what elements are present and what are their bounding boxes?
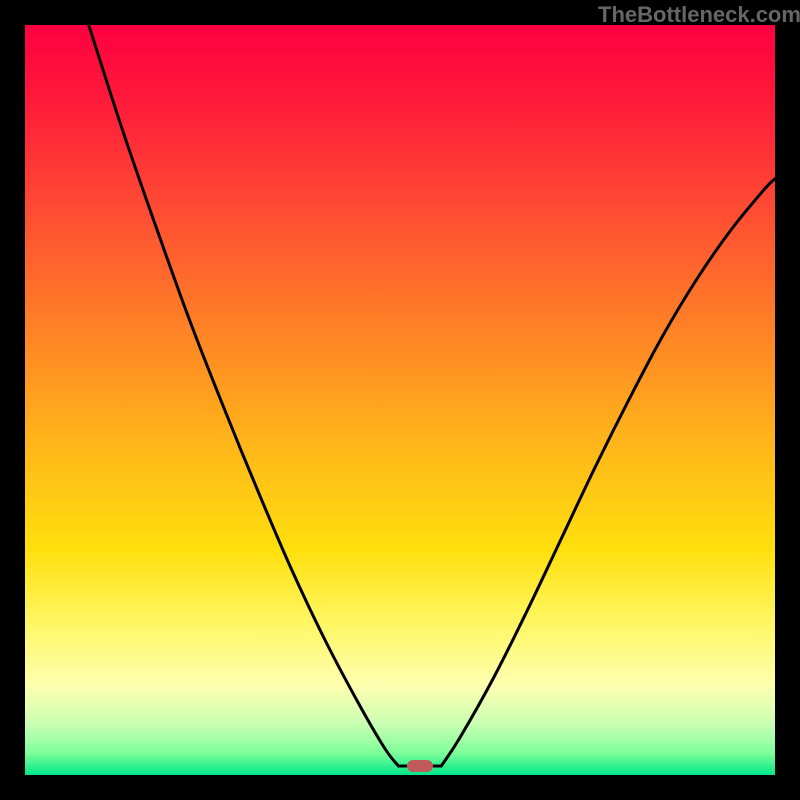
watermark-text: TheBottleneck.com bbox=[598, 2, 800, 28]
optimal-point-marker bbox=[407, 760, 433, 772]
bottleneck-chart: TheBottleneck.com bbox=[0, 0, 800, 800]
chart-plot-area bbox=[25, 25, 775, 775]
